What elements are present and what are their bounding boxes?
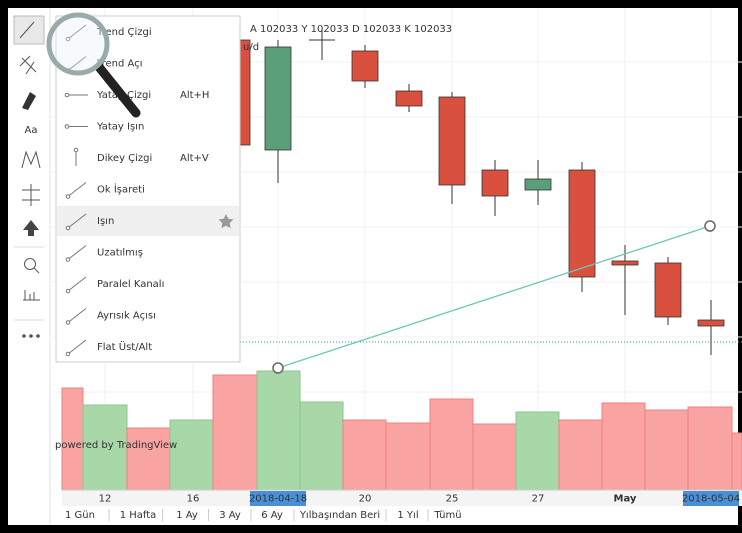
screen: A 102033 Y 102033 D 102033 K 102033 u/d … — [0, 0, 742, 533]
volume-bar — [516, 412, 559, 490]
menu-item[interactable] — [57, 175, 239, 205]
range-button[interactable]: 1 Hafta — [120, 510, 157, 521]
date-label: 25 — [446, 494, 459, 505]
candle-body — [569, 170, 595, 277]
range-bar: 1 Gün 1 Hafta 1 Ay 3 Ay 6 Ay Yılbaşından Beri… — [65, 509, 462, 521]
volume-bar — [473, 424, 516, 490]
menu-icon-dot — [66, 321, 70, 325]
menu-label: Işın — [97, 216, 114, 227]
menu-icon-dot — [65, 93, 69, 97]
range-button[interactable]: 3 Ay — [219, 510, 241, 521]
range-button[interactable]: 1 Gün — [65, 510, 95, 521]
volume-bar — [732, 433, 742, 490]
candle-body — [265, 47, 291, 150]
volume-bar — [559, 420, 602, 490]
candle-body — [698, 320, 724, 326]
menu-icon-dot — [66, 258, 70, 262]
range-button[interactable]: 1 Ay — [176, 510, 198, 521]
text-tool[interactable]: Aa — [25, 125, 38, 136]
menu-label: Flat Üst/Alt — [97, 340, 152, 353]
magnifier-lens — [49, 15, 107, 73]
menu-shortcut: Alt+H — [180, 90, 209, 101]
date-label: 20 — [359, 494, 372, 505]
volume-bar — [170, 420, 213, 490]
date-label: 12 — [99, 494, 112, 505]
candle-body — [482, 170, 508, 196]
candle-body — [396, 91, 422, 106]
menu-icon-dot — [66, 195, 70, 199]
toolbar-bg — [8, 8, 50, 525]
menu-icon-dot — [65, 125, 69, 129]
menu-icon-dot — [66, 226, 70, 230]
volume-bar — [602, 403, 645, 490]
volume-bar — [430, 399, 473, 490]
date-axis — [62, 490, 742, 506]
date-label: 2018-04-18 — [249, 494, 307, 505]
watermark: powered by TradingView — [55, 440, 177, 451]
menu-label: Uzatılmış — [97, 248, 143, 259]
candle-body — [525, 179, 551, 190]
left-toolbar: Aa — [8, 8, 50, 525]
range-button[interactable]: Tümü — [433, 510, 461, 521]
legend-sub: u/d — [243, 42, 259, 53]
volume-bar — [213, 375, 257, 490]
ohlc-legend: A 102033 Y 102033 D 102033 K 102033 — [250, 24, 452, 35]
volume-bar — [386, 423, 430, 490]
range-button[interactable]: Yılbaşından Beri — [299, 510, 380, 521]
volume-bar — [300, 402, 343, 490]
menu-shortcut: Alt+V — [180, 153, 209, 164]
volume-bar — [645, 410, 688, 490]
trend-tool-button[interactable] — [14, 16, 44, 44]
menu-icon-dot — [66, 352, 70, 356]
menu-label: Ok İşareti — [97, 183, 145, 196]
volume-bar — [62, 388, 83, 490]
range-button[interactable]: 1 Yıl — [397, 510, 418, 521]
date-label: 2018-05-04 — [682, 494, 740, 505]
candle-body — [439, 97, 465, 185]
date-label: 16 — [187, 494, 200, 505]
range-button[interactable]: 6 Ay — [261, 510, 283, 521]
candle-body — [612, 261, 638, 265]
more-button[interactable] — [22, 334, 40, 338]
menu-item[interactable] — [57, 206, 239, 236]
trend-handle[interactable] — [273, 363, 283, 373]
trend-handle[interactable] — [705, 221, 715, 231]
menu-label: Yatay Işın — [96, 122, 144, 133]
menu-icon-dot — [74, 148, 78, 152]
volume-bar — [343, 420, 386, 490]
menu-label: Dikey Çizgi — [97, 153, 152, 164]
candle-body — [655, 263, 681, 317]
menu-label: Ayrısık Açısı — [97, 311, 156, 322]
volume-bar — [688, 407, 732, 490]
candle-body — [352, 51, 378, 81]
menu-label: Paralel Kanalı — [97, 279, 164, 290]
menu-item[interactable] — [57, 238, 239, 268]
menu-icon-dot — [66, 289, 70, 293]
volume-bar — [257, 371, 300, 490]
page: A 102033 Y 102033 D 102033 K 102033 u/d … — [0, 0, 742, 533]
date-label: May — [614, 494, 637, 505]
volume-bar — [127, 428, 170, 490]
date-label: 27 — [532, 494, 545, 505]
